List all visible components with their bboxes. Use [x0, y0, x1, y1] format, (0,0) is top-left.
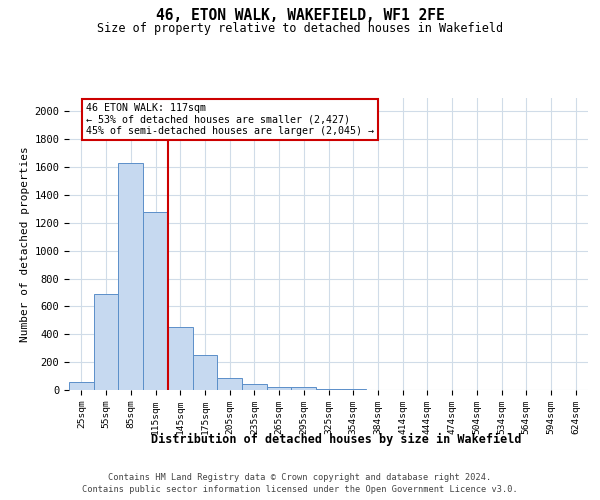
- Bar: [94, 294, 118, 390]
- Bar: [168, 328, 193, 390]
- Text: Size of property relative to detached houses in Wakefield: Size of property relative to detached ho…: [97, 22, 503, 35]
- Bar: [267, 386, 292, 390]
- Bar: [217, 378, 242, 390]
- Bar: [316, 388, 341, 390]
- Bar: [242, 384, 267, 390]
- Bar: [143, 212, 168, 390]
- Bar: [118, 163, 143, 390]
- Text: Contains public sector information licensed under the Open Government Licence v3: Contains public sector information licen…: [82, 485, 518, 494]
- Text: Contains HM Land Registry data © Crown copyright and database right 2024.: Contains HM Land Registry data © Crown c…: [109, 472, 491, 482]
- Text: 46 ETON WALK: 117sqm
← 53% of detached houses are smaller (2,427)
45% of semi-de: 46 ETON WALK: 117sqm ← 53% of detached h…: [86, 103, 374, 136]
- Bar: [69, 382, 94, 390]
- Text: 46, ETON WALK, WAKEFIELD, WF1 2FE: 46, ETON WALK, WAKEFIELD, WF1 2FE: [155, 8, 445, 22]
- Bar: [193, 355, 217, 390]
- Text: Distribution of detached houses by size in Wakefield: Distribution of detached houses by size …: [151, 432, 521, 446]
- Y-axis label: Number of detached properties: Number of detached properties: [20, 146, 30, 342]
- Bar: [292, 388, 316, 390]
